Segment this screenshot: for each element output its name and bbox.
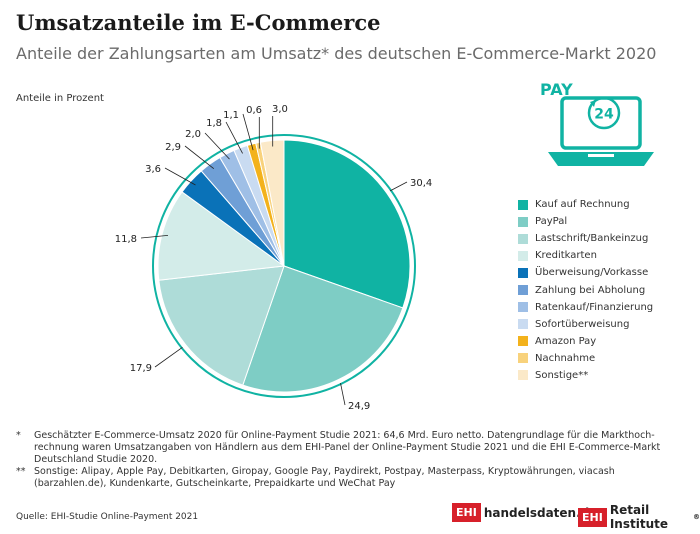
legend-item: Kreditkarten bbox=[518, 247, 653, 264]
legend-swatch bbox=[518, 336, 528, 347]
footnote-1: * Geschätzter E-Commerce-Umsatz 2020 für… bbox=[16, 430, 676, 466]
legend-label: Kauf auf Rechnung bbox=[535, 199, 630, 211]
legend-swatch bbox=[518, 216, 528, 227]
pay-text: PAY bbox=[540, 80, 573, 99]
leader-line bbox=[340, 383, 346, 406]
data-label: 1,8 bbox=[206, 118, 222, 129]
logo-handelsdaten: EHI handelsdaten.de bbox=[452, 503, 597, 522]
legend-item: PayPal bbox=[518, 213, 653, 230]
legend-item: Nachnahme bbox=[518, 350, 653, 367]
pie-slice bbox=[283, 139, 411, 309]
footnote-mark: ** bbox=[16, 466, 26, 477]
footnote-2: ** Sonstige: Alipay, Apple Pay, Debitkar… bbox=[16, 466, 676, 490]
unit-label: Anteile in Prozent bbox=[16, 93, 104, 104]
data-label: 30,4 bbox=[410, 178, 432, 189]
data-label: 1,1 bbox=[223, 110, 239, 121]
leader-line bbox=[140, 235, 169, 239]
legend-label: Sofortüberweisung bbox=[535, 318, 630, 330]
data-label: 11,8 bbox=[115, 234, 137, 245]
legend-swatch bbox=[518, 267, 528, 278]
leader-line bbox=[204, 132, 230, 160]
legend-item: Sonstige** bbox=[518, 367, 653, 384]
legend-swatch bbox=[518, 353, 528, 364]
leader-line bbox=[225, 121, 243, 154]
footnotes: * Geschätzter E-Commerce-Umsatz 2020 für… bbox=[16, 430, 676, 490]
pie-outer-ring bbox=[152, 134, 416, 398]
legend-label: PayPal bbox=[535, 216, 568, 228]
footnote-mark: * bbox=[16, 430, 21, 441]
pay-number: 24 bbox=[594, 107, 614, 123]
logo-retail-institute: EHI Retail Institute ® bbox=[578, 503, 700, 531]
data-label: 3,0 bbox=[272, 104, 288, 115]
legend-item: Sofortüberweisung bbox=[518, 316, 653, 333]
data-label: 17,9 bbox=[130, 363, 152, 374]
legend-item: Ratenkauf/Finanzierung bbox=[518, 299, 653, 316]
leader-line bbox=[389, 181, 408, 192]
data-label: 24,9 bbox=[348, 401, 370, 412]
logo-registered-mark: ® bbox=[693, 513, 700, 521]
legend-label: Sonstige** bbox=[535, 369, 589, 381]
pie-slice bbox=[157, 191, 286, 281]
legend-item: Amazon Pay bbox=[518, 333, 653, 350]
legend-item: Überweisung/Vorkasse bbox=[518, 264, 653, 281]
data-label: 2,9 bbox=[165, 142, 181, 153]
legend-swatch bbox=[518, 319, 528, 330]
footnote-text: Geschätzter E-Commerce-Umsatz 2020 für O… bbox=[34, 430, 661, 465]
legend-swatch bbox=[518, 233, 528, 244]
data-label: 0,6 bbox=[246, 105, 262, 116]
logo-text: Retail Institute bbox=[609, 503, 668, 531]
legend-label: Lastschrift/Bankeinzug bbox=[535, 233, 649, 245]
source-note: Quelle: EHI-Studie Online-Payment 2021 bbox=[16, 512, 199, 522]
legend-swatch bbox=[518, 302, 528, 313]
legend-item: Zahlung bei Abholung bbox=[518, 281, 653, 298]
logo-box: EHI bbox=[578, 507, 607, 527]
chart-title: Umsatzanteile im E-Commerce bbox=[16, 10, 381, 35]
footnote-text: Sonstige: Alipay, Apple Pay, Debitkarten… bbox=[34, 466, 615, 489]
data-label: 3,6 bbox=[145, 164, 161, 175]
legend-swatch bbox=[518, 199, 528, 210]
pie-slice bbox=[158, 265, 285, 386]
data-label: 2,0 bbox=[185, 129, 201, 140]
pie-slice bbox=[242, 265, 404, 393]
pay-24-laptop-icon: PAY 24 bbox=[540, 80, 654, 166]
pie-slice bbox=[259, 139, 285, 267]
logo-text: handelsdaten.de bbox=[483, 505, 598, 520]
legend-label: Ratenkauf/Finanzierung bbox=[535, 301, 654, 313]
chart-subtitle: Anteile der Zahlungsarten am Umsatz* des… bbox=[16, 44, 657, 63]
legend-label: Kreditkarten bbox=[535, 250, 597, 262]
leader-line bbox=[184, 145, 215, 170]
leader-line bbox=[164, 167, 196, 186]
logo-box: EHI bbox=[452, 503, 481, 522]
legend-label: Zahlung bei Abholung bbox=[535, 284, 646, 296]
leader-line bbox=[154, 346, 183, 368]
legend-swatch bbox=[518, 370, 528, 381]
legend-swatch bbox=[518, 250, 528, 261]
legend-label: Amazon Pay bbox=[535, 335, 597, 347]
legend-label: Überweisung/Vorkasse bbox=[535, 267, 649, 279]
legend: Kauf auf Rechnung PayPal Lastschrift/Banke… bbox=[518, 196, 653, 384]
legend-item: Lastschrift/Bankeinzug bbox=[518, 230, 653, 247]
legend-item: Kauf auf Rechnung bbox=[518, 196, 653, 213]
legend-swatch bbox=[518, 285, 528, 296]
leader-line bbox=[242, 113, 254, 151]
legend-label: Nachnahme bbox=[535, 352, 596, 364]
